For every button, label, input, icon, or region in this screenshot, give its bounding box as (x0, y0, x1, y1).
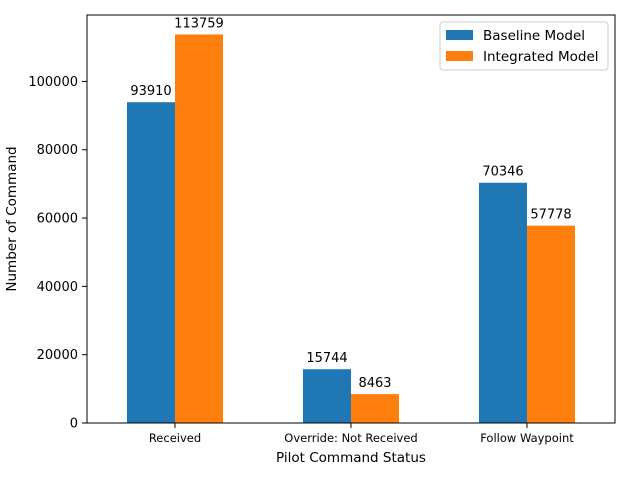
legend: Baseline Model Integrated Model (439, 21, 609, 71)
y-tick-label: 60000 (37, 212, 78, 227)
x-axis-ticks: Received Override: Not Received Follow Way… (149, 423, 574, 445)
data-label-baseline-2: 70346 (482, 165, 523, 180)
y-tick-label: 20000 (37, 348, 78, 363)
data-label-integrated-2: 57778 (530, 208, 571, 223)
legend-swatch-baseline (446, 30, 473, 40)
legend-swatch-integrated (446, 51, 473, 61)
bars-layer (127, 34, 575, 423)
y-tick-label: 40000 (37, 280, 78, 295)
y-axis-label: Number of Command (4, 146, 20, 291)
legend-label-integrated: Integrated Model (483, 49, 599, 65)
y-tick-label: 100000 (28, 75, 78, 90)
x-tick-label: Follow Waypoint (480, 431, 574, 445)
legend-box (439, 21, 609, 71)
data-label-baseline-0: 93910 (130, 84, 171, 99)
bar-baseline-0 (127, 102, 175, 423)
bar-integrated-0 (175, 34, 223, 423)
bar-baseline-1 (303, 369, 351, 423)
bar-integrated-2 (527, 225, 575, 423)
legend-label-baseline: Baseline Model (483, 28, 585, 44)
bar-baseline-2 (479, 182, 527, 423)
data-label-baseline-1: 15744 (306, 351, 347, 366)
x-tick-label: Override: Not Received (284, 431, 417, 445)
data-label-integrated-0: 113759 (174, 16, 224, 31)
plot-frame (86, 14, 616, 424)
x-tick-label: Received (149, 431, 201, 445)
y-tick-label: 0 (70, 417, 78, 432)
x-axis-label: Pilot Command Status (276, 450, 426, 466)
data-label-integrated-1: 8463 (358, 376, 391, 391)
bar-integrated-1 (351, 394, 399, 423)
y-axis-ticks: 0 20000 40000 60000 80000 100000 (28, 75, 87, 432)
y-tick-label: 80000 (37, 143, 78, 158)
data-labels-layer: 93910 15744 70346 113759 8463 57778 (130, 16, 571, 391)
